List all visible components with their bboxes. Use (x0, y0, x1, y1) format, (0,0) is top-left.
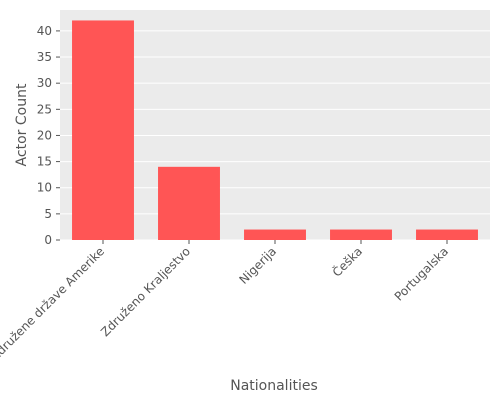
bar (330, 229, 392, 240)
y-tick-label: 30 (37, 76, 52, 90)
y-tick-label: 25 (37, 102, 52, 116)
bar (72, 20, 134, 241)
x-tick-label: Nigerija (237, 244, 280, 287)
y-axis-ticks: 0 5 10 15 20 25 30 35 40 (37, 24, 60, 247)
x-tick-label: Združene države Amerike (0, 244, 107, 363)
y-tick-label: 20 (37, 128, 52, 142)
bar (416, 229, 478, 240)
y-tick-label: 15 (37, 155, 52, 169)
bar (158, 166, 220, 240)
x-tick-label: Združeno Kraljestvo (98, 244, 193, 339)
x-axis-title: Nationalities (230, 378, 318, 394)
x-tick-label: Češka (329, 244, 365, 280)
y-tick-label: 40 (37, 24, 52, 38)
y-tick-label: 35 (37, 50, 52, 64)
y-tick-label: 10 (37, 181, 52, 195)
y-tick-label: 5 (44, 207, 52, 221)
y-tick-label: 0 (44, 233, 52, 247)
bars-group (72, 20, 478, 241)
y-axis-title: Actor Count (14, 83, 30, 166)
bar (244, 229, 306, 240)
x-tick-label: Portugalska (392, 244, 451, 303)
